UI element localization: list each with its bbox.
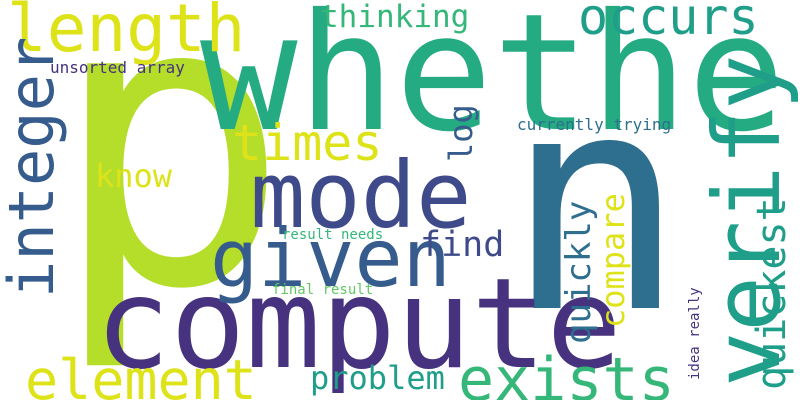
word-p: p (50, 0, 291, 377)
word-n: n (505, 30, 686, 379)
word-compare: compare (594, 193, 632, 328)
word-log: log (442, 104, 480, 162)
word-element: element (25, 348, 257, 400)
word-unsorted-array: unsorted array (50, 58, 185, 77)
word-currently-trying: currently trying (517, 115, 672, 134)
word-find: find (420, 225, 505, 265)
word-mode: mode (250, 142, 472, 249)
word-given: given (210, 212, 451, 305)
word-exists: exists (458, 345, 675, 400)
word-idea-really: idea really (687, 287, 703, 380)
word-compute: compute (95, 252, 622, 397)
word-result-needs: result needs (282, 227, 384, 243)
word-thinking: thinking (320, 0, 470, 35)
word-length: length (7, 0, 246, 67)
word-times: times (232, 114, 383, 172)
word-know: know (95, 157, 173, 195)
word-quickly: quickly (559, 200, 599, 344)
word-final-result: final result (272, 282, 374, 298)
word-problem: problem (310, 359, 445, 397)
word-occurs: occurs (578, 0, 759, 46)
word-quickest: quickest (749, 197, 795, 390)
word-whether: whether (200, 0, 800, 168)
